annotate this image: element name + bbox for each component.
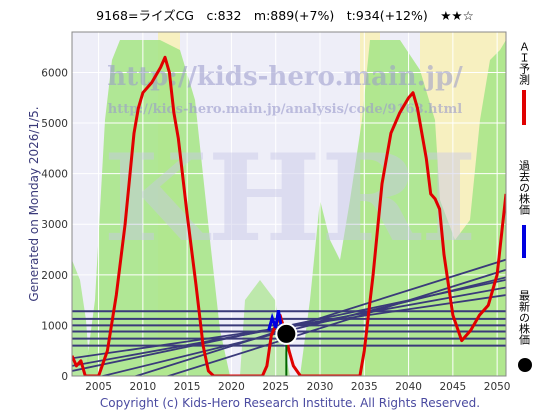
y-tick-label: 3000 xyxy=(41,219,68,231)
plot-area: KHRI http://kids-hero.main.jp/ http://ki… xyxy=(72,32,506,376)
x-tick-label: 2020 xyxy=(218,381,245,393)
legend-latest-label: 最新の株価 xyxy=(518,290,531,345)
y-axis-ticks: 0 1000 2000 3000 4000 5000 6000 xyxy=(41,67,68,383)
y-tick-label: 2000 xyxy=(41,270,68,282)
green-area-4 xyxy=(240,280,290,376)
legend-latest-swatch xyxy=(518,358,532,372)
watermark-url-small: http://kids-hero.main.jp/analysis/code/9… xyxy=(108,102,463,117)
latest-price-dot xyxy=(275,322,298,345)
generated-note: Generated on Monday 2026/1/5. xyxy=(27,106,41,301)
y-tick-label: 5000 xyxy=(41,118,68,130)
x-tick-label: 2040 xyxy=(395,381,422,393)
green-area-1 xyxy=(85,40,230,376)
x-tick-label: 2045 xyxy=(439,381,466,393)
y-tick-label: 6000 xyxy=(41,67,68,79)
legend-past-label: 過去の株価 xyxy=(518,160,531,215)
plot-frame xyxy=(71,31,507,377)
x-tick-label: 2050 xyxy=(484,381,511,393)
watermark-logo: KHRI xyxy=(103,128,477,269)
green-area-2 xyxy=(300,40,506,376)
x-tick-label: 2035 xyxy=(351,381,378,393)
x-tick-label: 2015 xyxy=(174,381,201,393)
x-tick-label: 2025 xyxy=(262,381,289,393)
legend-ai-label: ＡＩ予測 xyxy=(518,41,531,86)
ai-prediction-line xyxy=(72,55,506,376)
y-tick-label: 0 xyxy=(61,371,68,383)
x-tick-label: 2005 xyxy=(85,381,112,393)
copyright-footer: Copyright (c) Kids-Hero Research Institu… xyxy=(100,396,480,410)
x-tick-label: 2010 xyxy=(129,381,156,393)
legend: ＡＩ予測 過去の株価 最新の株価 xyxy=(518,41,532,372)
y-tick-label: 4000 xyxy=(41,169,68,181)
chart-title: 9168=ライズCG c:832 m:889(+7%) t:934(+12%) … xyxy=(96,8,474,23)
x-tick-label: 2030 xyxy=(307,381,334,393)
x-axis-ticks: 2005 2010 2015 2020 2025 2030 2035 2040 2045 2050 xyxy=(85,381,510,393)
y-tick-label: 1000 xyxy=(41,320,68,332)
